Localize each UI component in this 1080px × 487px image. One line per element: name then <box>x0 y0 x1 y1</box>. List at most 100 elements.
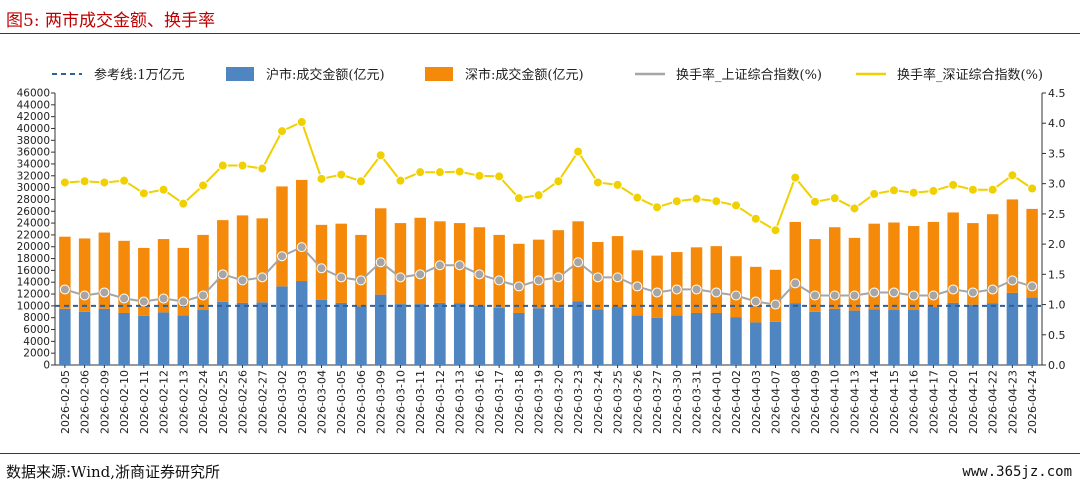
right-tick-label: 3.0 <box>1048 178 1066 191</box>
right-tick-label: 3.5 <box>1048 147 1066 160</box>
sh-turnover-point <box>1007 275 1018 286</box>
sh-turnover-point <box>138 296 149 307</box>
sz-bar <box>769 269 782 322</box>
x-tick-label: 2026-03-31 <box>691 370 704 434</box>
x-tick-label: 2026-03-10 <box>394 370 407 434</box>
x-tick-label: 2026-03-25 <box>612 370 625 434</box>
x-tick-label: 2026-03-19 <box>533 370 546 434</box>
sz-turnover-point <box>888 185 899 196</box>
left-tick-label: 26000 <box>17 206 50 218</box>
sh-bar <box>671 315 683 365</box>
sh-bar <box>631 315 644 365</box>
sh-turnover-point <box>119 293 130 304</box>
x-tick-label: 2026-04-21 <box>967 370 980 434</box>
sh-turnover-point <box>415 269 426 280</box>
sh-bar <box>394 304 407 365</box>
sh-bar <box>868 309 880 365</box>
sz-turnover-point <box>1007 170 1018 181</box>
sh-bar <box>710 312 723 365</box>
sz-turnover-point <box>671 196 682 207</box>
sz-turnover-point <box>928 185 939 196</box>
x-tick-label: 2026-04-02 <box>730 370 743 434</box>
sh-bar <box>907 310 920 365</box>
sz-turnover-point <box>415 167 426 178</box>
sh-turnover-point <box>434 260 445 271</box>
sh-turnover-point <box>691 284 702 295</box>
sh-turnover-point <box>257 272 268 283</box>
sh-turnover-point <box>277 251 288 262</box>
sz-turnover-point <box>494 171 505 182</box>
x-tick-label: 2026-03-27 <box>651 370 664 434</box>
sh-turnover-point <box>849 290 860 301</box>
right-tick-label: 0.0 <box>1048 359 1066 372</box>
sz-bar <box>907 226 920 311</box>
sz-bar <box>78 238 91 312</box>
sh-bar <box>59 308 71 365</box>
right-tick-label: 1.5 <box>1048 268 1066 281</box>
sz-bar <box>888 222 900 311</box>
sz-turnover-point <box>296 117 307 128</box>
sz-turnover-point <box>750 213 761 224</box>
x-tick-label: 2026-02-26 <box>237 370 250 434</box>
sz-turnover-point <box>217 160 228 171</box>
x-tick-label: 2026-03-23 <box>572 370 585 434</box>
sh-turnover-point <box>770 299 781 310</box>
x-tick-label: 2026-04-23 <box>1006 370 1019 434</box>
x-tick-label: 2026-03-09 <box>375 370 388 434</box>
x-tick-label: 2026-04-17 <box>927 370 940 434</box>
sz-bar <box>829 227 841 309</box>
sz-turnover-point <box>99 177 110 188</box>
sz-bar <box>710 246 723 313</box>
sh-bar <box>888 310 900 365</box>
sz-turnover-line <box>64 120 1033 232</box>
sz-bar <box>414 217 426 305</box>
footer-rule <box>0 453 1080 454</box>
sz-turnover-point <box>533 190 544 201</box>
sh-bar <box>118 312 130 365</box>
x-tick-label: 2026-03-20 <box>552 370 565 434</box>
sh-turnover-point <box>375 257 386 268</box>
sh-bar <box>138 315 150 365</box>
left-tick-label: 22000 <box>17 229 50 241</box>
x-tick-label: 2026-02-25 <box>217 370 230 434</box>
right-tick-label: 4.5 <box>1048 87 1066 100</box>
left-tick-label: 42000 <box>17 111 50 123</box>
right-tick-label: 1.0 <box>1048 299 1066 312</box>
sh-bar <box>197 310 209 365</box>
sz-bar <box>809 239 821 312</box>
sz-turnover-point <box>948 179 959 190</box>
sh-bar <box>98 308 111 365</box>
sh-bar <box>1006 292 1019 365</box>
x-tick-label: 2026-02-06 <box>79 370 92 434</box>
sh-turnover-point <box>1027 281 1038 292</box>
left-tick-label: 10000 <box>17 300 50 312</box>
sz-turnover-point <box>652 202 663 213</box>
sz-turnover-point <box>711 196 722 207</box>
x-tick-label: 2026-04-03 <box>750 370 763 434</box>
sh-bar <box>592 309 604 365</box>
sz-bar <box>671 252 683 316</box>
sz-turnover-point <box>612 179 623 190</box>
sh-turnover-point <box>809 290 820 301</box>
x-tick-label: 2026-04-01 <box>710 370 723 434</box>
sh-turnover-point <box>158 293 169 304</box>
sz-bar <box>690 247 703 313</box>
sz-bar <box>552 230 565 308</box>
left-tick-label: 18000 <box>17 253 50 265</box>
legend-ref-label: 参考线:1万亿元 <box>94 67 185 83</box>
sz-turnover-point <box>967 184 978 195</box>
x-tick-label: 2026-04-07 <box>770 370 783 434</box>
sz-turnover-point <box>731 200 742 211</box>
x-tick-label: 2026-03-04 <box>315 370 328 434</box>
left-tick-label: 34000 <box>17 158 50 170</box>
sz-bar <box>927 221 940 308</box>
x-tick-label: 2026-04-22 <box>987 370 1000 434</box>
sh-turnover-point <box>533 275 544 286</box>
x-tick-label: 2026-04-15 <box>888 370 901 434</box>
sh-turnover-point <box>711 287 722 298</box>
x-tick-label: 2026-03-18 <box>513 370 526 434</box>
x-tick-label: 2026-02-09 <box>98 370 111 434</box>
x-tick-label: 2026-04-14 <box>868 370 881 434</box>
sh-turnover-point <box>395 272 406 283</box>
sh-bar <box>769 321 782 365</box>
